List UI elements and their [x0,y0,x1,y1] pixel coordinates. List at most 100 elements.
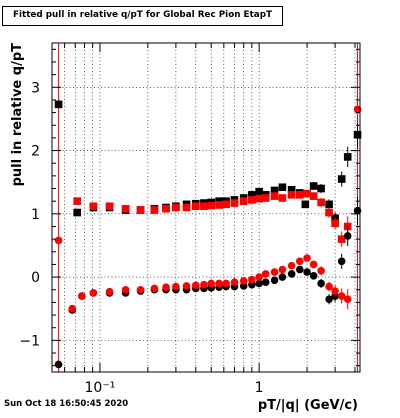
data-point-circle [54,360,63,369]
data-point-square [287,191,296,199]
data-point-square [136,206,145,214]
data-point-circle [54,236,63,245]
data-point-circle [255,273,263,281]
y-tick-label: 0 [31,270,40,286]
y-tick-label: −1 [19,333,40,349]
data-point-circle [78,292,86,300]
data-point-circle [248,275,256,284]
data-point-circle [230,278,239,286]
data-point-circle [270,268,279,276]
axis-ticks [51,43,360,372]
data-point-square [73,208,82,217]
data-point-circle [207,279,216,288]
data-point-square [287,185,296,194]
data-point-circle [89,289,98,297]
data-point-square [89,202,98,211]
data-point-circle [353,206,362,215]
data-point-square [343,153,352,161]
data-point-square [215,201,223,209]
data-point-square [337,175,346,183]
data-point-circle [278,265,287,274]
data-point-square [239,197,248,205]
data-point-circle [287,261,296,270]
data-point-square [331,219,339,228]
data-point-circle [303,254,311,262]
data-point-square [261,194,270,202]
data-point-square [162,204,170,213]
data-point-square [301,200,310,209]
data-point-square [295,191,304,199]
data-point-square [191,202,200,211]
x-tick-label: 10⁻¹ [85,380,116,396]
y-tick-label: 2 [31,144,40,160]
series-3 [54,95,362,313]
data-point-square [121,204,130,213]
timestamp: Sun Oct 18 16:50:45 2020 [4,399,129,409]
data-point-square [105,202,114,211]
data-point-square [150,206,159,214]
data-point-square [255,187,263,196]
data-point-square [230,199,239,207]
data-point-circle [325,295,333,304]
data-point-square [255,194,263,203]
data-point-circle [309,260,318,269]
data-point-square [303,189,311,198]
data-point-square [172,203,180,212]
data-point-circle [191,281,200,290]
data-point-circle [68,304,77,313]
data-point-circle [353,105,362,114]
data-point-circle [136,285,145,294]
data-point-circle [182,282,191,290]
data-point-circle [215,279,223,288]
data-point-circle [337,257,346,266]
data-point-circle [150,284,159,293]
plot-frame [51,42,361,373]
series-1 [73,189,352,247]
data-point-square [278,194,287,202]
data-point-square [248,191,256,199]
x-tick-label: 1 [255,380,264,396]
data-point-circle [200,280,208,289]
data-point-square [353,130,362,139]
data-point-circle [325,282,333,291]
data-point-circle [295,257,304,266]
data-point-square [337,235,346,243]
data-point-square [309,182,318,190]
data-point-square [207,201,216,210]
data-points [54,95,362,369]
data-point-circle [295,265,304,274]
data-point-circle [337,292,346,300]
data-point-square [317,184,325,193]
data-point-circle [261,270,270,278]
data-point-circle [261,278,270,286]
data-point-circle [270,276,279,285]
data-point-square [182,203,191,212]
data-point-circle [255,279,263,288]
data-point-square [278,183,287,192]
data-point-square [270,192,279,200]
data-point-circle [343,232,352,240]
data-point-circle [239,277,248,285]
data-point-square [200,202,208,211]
data-point-circle [105,287,114,296]
data-point-square [54,100,63,109]
data-point-circle [162,283,170,292]
data-point-square [270,186,279,195]
data-point-circle [121,285,130,294]
data-point-circle [287,270,296,278]
data-point-circle [317,266,325,275]
data-point-circle [222,279,230,288]
data-point-circle [278,273,287,281]
data-point-circle [317,279,325,288]
data-point-square [309,192,318,200]
data-point-circle [331,287,339,295]
data-point-square [325,208,333,217]
tick-labels: 10⁻¹ 1 −1 0 1 2 3 [19,80,263,396]
data-point-circle [343,295,352,304]
y-axis-label: pull in relative q/pT [10,43,25,187]
y-tick-label: 1 [31,207,40,223]
chart-title-box: Fitted pull in relative q/pT for Global … [2,6,283,26]
data-point-square [222,200,230,209]
